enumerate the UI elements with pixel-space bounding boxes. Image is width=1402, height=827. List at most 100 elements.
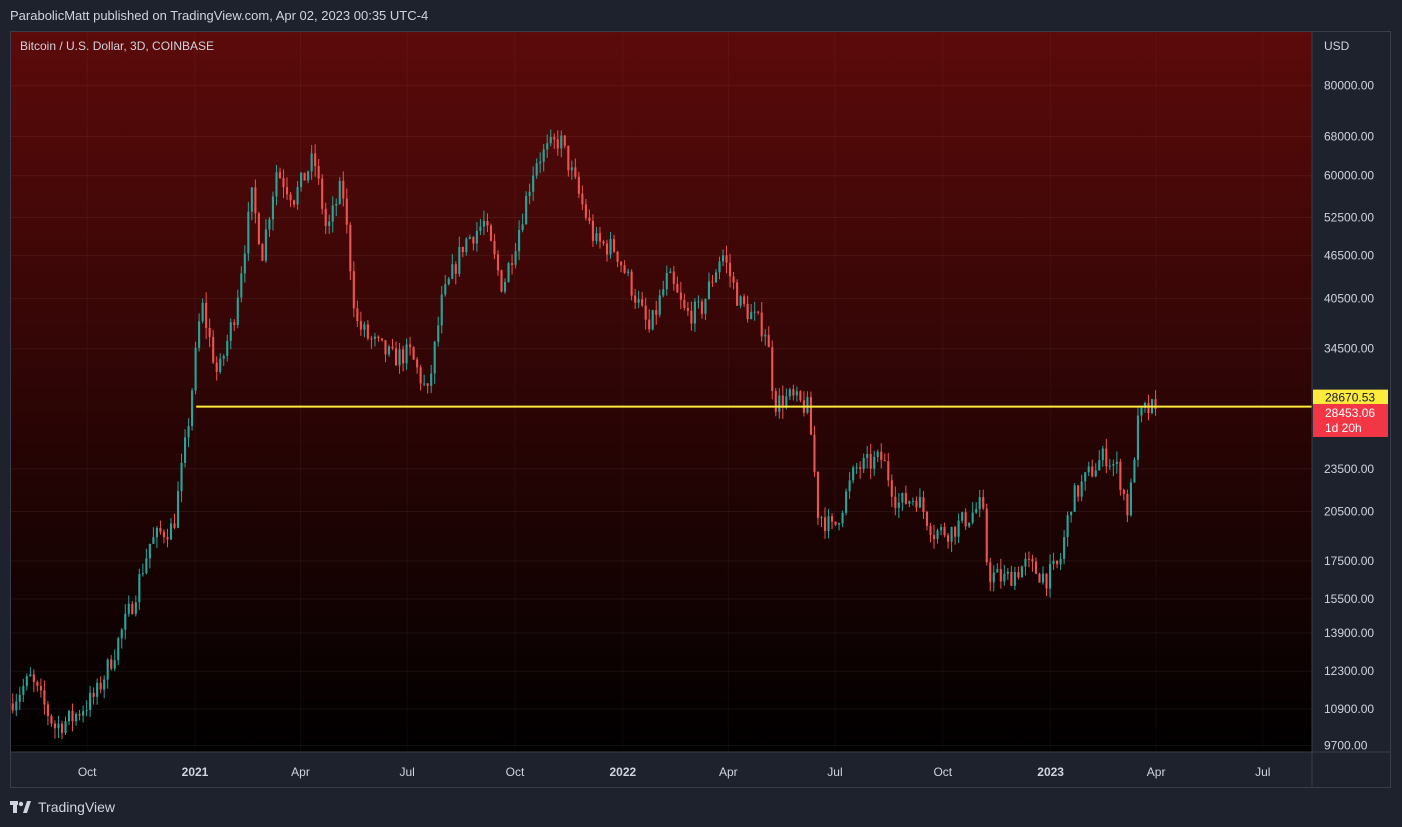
candle: [627, 268, 630, 277]
x-tick-label: Jul: [399, 765, 414, 779]
candle: [880, 443, 883, 469]
candle: [911, 497, 914, 506]
candle: [377, 335, 380, 342]
candle: [1063, 530, 1066, 565]
candle: [176, 481, 180, 529]
candle: [461, 246, 464, 258]
candle: [947, 532, 950, 549]
candle: [823, 507, 827, 539]
candle: [985, 503, 988, 566]
candle: [1045, 573, 1048, 597]
candle: [187, 418, 190, 448]
candle: [433, 340, 436, 384]
candle: [278, 167, 282, 179]
candle: [750, 304, 753, 320]
candle: [542, 143, 545, 172]
candle: [282, 169, 285, 199]
candle: [39, 678, 42, 698]
candle: [553, 133, 556, 149]
candle: [169, 518, 173, 540]
candle: [690, 301, 693, 331]
candle: [683, 293, 686, 311]
candle: [637, 290, 640, 309]
tradingview-brand[interactable]: TradingView: [10, 795, 115, 819]
candle: [739, 295, 742, 309]
candle: [1013, 566, 1016, 591]
candle: [1010, 565, 1013, 586]
candle: [859, 461, 862, 479]
candle: [444, 274, 447, 297]
candle: [489, 223, 493, 242]
candle: [890, 474, 893, 508]
candle: [651, 309, 654, 331]
candle: [873, 450, 876, 476]
candle: [64, 716, 67, 736]
y-tick-label: 20500.00: [1324, 504, 1374, 518]
candle: [468, 234, 471, 240]
candle: [556, 130, 559, 156]
candle: [1027, 551, 1030, 568]
candle: [145, 548, 148, 575]
candle: [92, 687, 95, 705]
y-tick-label: 34500.00: [1324, 342, 1374, 356]
candle: [598, 226, 602, 249]
candle: [732, 272, 735, 290]
candle: [1041, 566, 1045, 585]
candle: [412, 346, 415, 360]
candle: [743, 293, 746, 307]
candle: [215, 356, 218, 381]
candle: [321, 174, 324, 215]
plot-background: [11, 32, 1312, 752]
tradingview-logo-icon: [10, 801, 31, 813]
y-tick-label: 80000.00: [1324, 79, 1374, 93]
candle: [560, 130, 563, 158]
candle: [507, 261, 510, 283]
candle: [595, 227, 598, 245]
candle: [15, 693, 18, 717]
candle: [1112, 459, 1115, 477]
candle: [380, 338, 384, 342]
candle: [816, 471, 820, 525]
y-tick-label: 13900.00: [1324, 626, 1374, 640]
candle: [447, 276, 450, 286]
candle: [96, 678, 99, 705]
candle: [834, 521, 837, 526]
candle: [155, 525, 158, 548]
candle: [588, 209, 591, 225]
candle: [567, 145, 570, 177]
y-tick-label: 15500.00: [1324, 592, 1374, 606]
candle: [781, 385, 784, 419]
candle: [1077, 484, 1080, 502]
candle: [897, 493, 900, 519]
candle: [370, 335, 373, 349]
candle: [138, 568, 141, 610]
candle: [314, 144, 317, 177]
candle: [1066, 511, 1069, 547]
x-tick-label: Jul: [827, 765, 842, 779]
candle: [546, 134, 549, 158]
candle: [978, 489, 981, 518]
candle: [700, 298, 703, 319]
candle: [1003, 564, 1006, 586]
candle: [46, 700, 49, 726]
candle: [423, 374, 426, 387]
candle: [402, 345, 405, 372]
candle: [293, 199, 296, 208]
candle: [904, 485, 907, 505]
candle: [271, 191, 275, 231]
candle: [1094, 463, 1097, 478]
candle: [324, 202, 327, 235]
candle: [1056, 560, 1059, 569]
candle: [103, 675, 106, 699]
y-tick-label: 68000.00: [1324, 130, 1374, 144]
candle: [384, 340, 387, 363]
candle: [201, 298, 204, 324]
candle: [658, 289, 661, 318]
y-tick-label: 12300.00: [1324, 664, 1374, 678]
candle: [349, 222, 352, 281]
candle: [764, 329, 767, 346]
candle: [307, 170, 310, 184]
candle: [711, 274, 714, 287]
chart-panel[interactable]: 28670.53 28453.06 1d 20h 80000.00 68000.00 6…: [10, 31, 1391, 788]
